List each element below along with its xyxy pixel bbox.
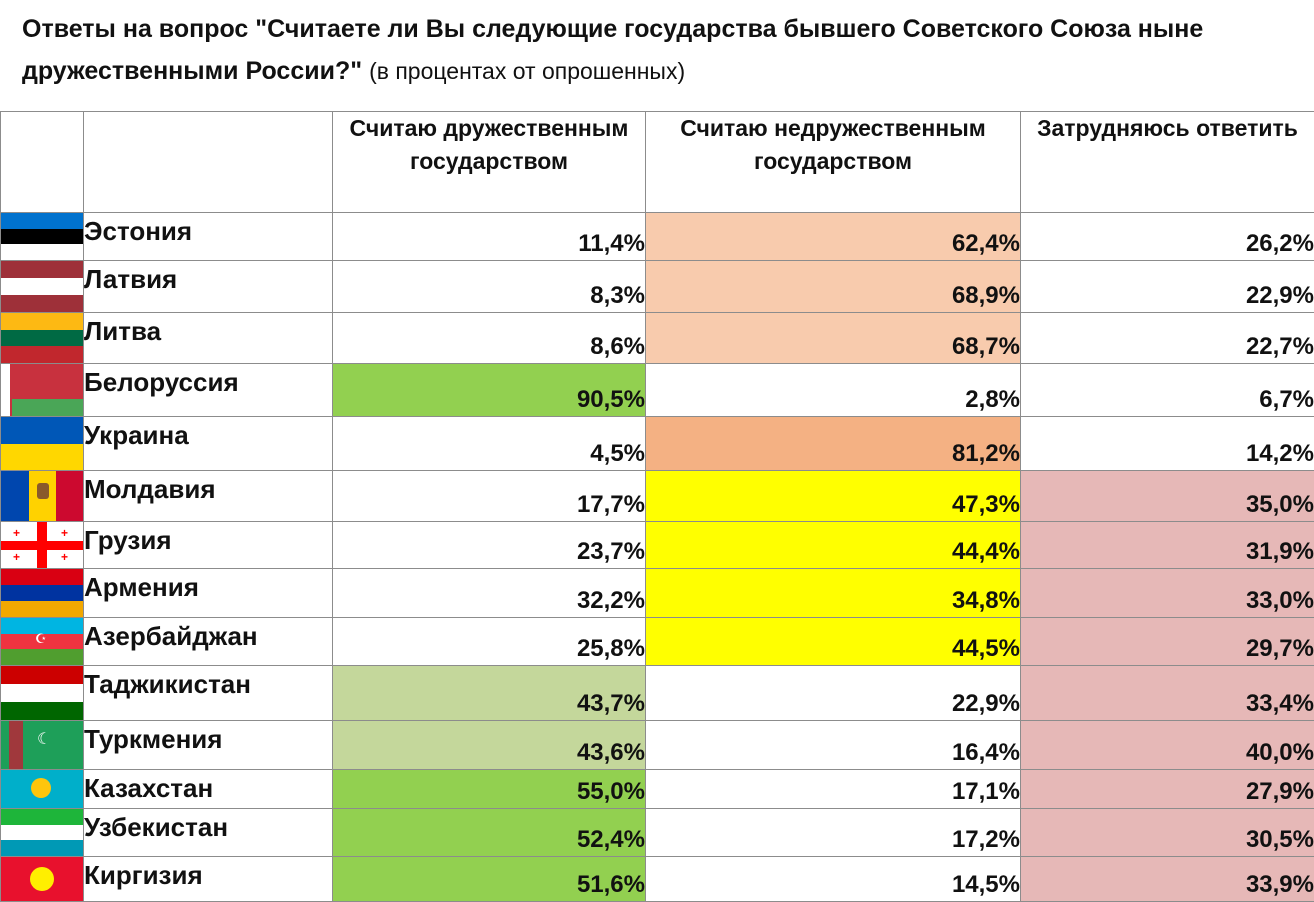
- value-unfriendly: 81,2%: [646, 417, 1021, 471]
- page-title: Ответы на вопрос "Считаете ли Вы следующ…: [22, 8, 1302, 92]
- azerbaijan-flag-icon: ☪: [1, 618, 84, 666]
- value-friendly: 17,7%: [333, 471, 646, 522]
- value-friendly: 23,7%: [333, 522, 646, 569]
- country-name: Таджикистан: [84, 666, 333, 721]
- header-flag-cell: [1, 112, 84, 213]
- value-friendly: 8,6%: [333, 313, 646, 364]
- title-subtitle: (в процентах от опрошенных): [369, 58, 685, 84]
- value-unfriendly: 34,8%: [646, 569, 1021, 618]
- value-friendly: 90,5%: [333, 364, 646, 417]
- value-unfriendly: 62,4%: [646, 213, 1021, 261]
- header-unsure: Затрудняюсь ответить: [1021, 112, 1314, 213]
- value-unsure: 33,0%: [1021, 569, 1314, 618]
- header-unfriendly: Считаю недружественным государством: [646, 112, 1021, 213]
- value-unfriendly: 22,9%: [646, 666, 1021, 721]
- country-name: Киргизия: [84, 857, 333, 902]
- country-name: Казахстан: [84, 770, 333, 809]
- value-friendly: 32,2%: [333, 569, 646, 618]
- value-friendly: 55,0%: [333, 770, 646, 809]
- country-name: Грузия: [84, 522, 333, 569]
- country-name: Эстония: [84, 213, 333, 261]
- value-unsure: 22,7%: [1021, 313, 1314, 364]
- value-unsure: 33,9%: [1021, 857, 1314, 902]
- header-country-cell: [84, 112, 333, 213]
- value-unfriendly: 16,4%: [646, 721, 1021, 770]
- header-friendly: Считаю дружественным государством: [333, 112, 646, 213]
- value-unsure: 6,7%: [1021, 364, 1314, 417]
- turkmenistan-flag-icon: ☾: [1, 721, 84, 770]
- uzbekistan-flag-icon: [1, 809, 84, 857]
- value-unfriendly: 17,1%: [646, 770, 1021, 809]
- value-unfriendly: 14,5%: [646, 857, 1021, 902]
- value-unfriendly: 44,5%: [646, 618, 1021, 666]
- value-unfriendly: 47,3%: [646, 471, 1021, 522]
- value-unsure: 29,7%: [1021, 618, 1314, 666]
- country-name: Туркмения: [84, 721, 333, 770]
- value-unsure: 14,2%: [1021, 417, 1314, 471]
- value-unsure: 30,5%: [1021, 809, 1314, 857]
- tajikistan-flag-icon: [1, 666, 84, 721]
- value-friendly: 25,8%: [333, 618, 646, 666]
- belarus-flag-icon: [1, 364, 84, 417]
- value-unfriendly: 68,7%: [646, 313, 1021, 364]
- value-unsure: 40,0%: [1021, 721, 1314, 770]
- value-friendly: 8,3%: [333, 261, 646, 313]
- value-unfriendly: 2,8%: [646, 364, 1021, 417]
- value-unsure: 27,9%: [1021, 770, 1314, 809]
- country-name: Азербайджан: [84, 618, 333, 666]
- country-name: Молдавия: [84, 471, 333, 522]
- armenia-flag-icon: [1, 569, 84, 618]
- country-name: Украина: [84, 417, 333, 471]
- kyrgyzstan-flag-icon: [1, 857, 84, 902]
- value-unsure: 33,4%: [1021, 666, 1314, 721]
- value-unsure: 22,9%: [1021, 261, 1314, 313]
- value-unsure: 35,0%: [1021, 471, 1314, 522]
- latvia-flag-icon: [1, 261, 84, 313]
- value-friendly: 43,7%: [333, 666, 646, 721]
- moldova-flag-icon: [1, 471, 84, 522]
- country-name: Армения: [84, 569, 333, 618]
- value-unfriendly: 44,4%: [646, 522, 1021, 569]
- value-friendly: 51,6%: [333, 857, 646, 902]
- value-friendly: 11,4%: [333, 213, 646, 261]
- value-unfriendly: 68,9%: [646, 261, 1021, 313]
- value-unfriendly: 17,2%: [646, 809, 1021, 857]
- country-name: Латвия: [84, 261, 333, 313]
- country-name: Литва: [84, 313, 333, 364]
- kazakhstan-flag-icon: [1, 770, 84, 809]
- country-name: Белоруссия: [84, 364, 333, 417]
- value-friendly: 52,4%: [333, 809, 646, 857]
- estonia-flag-icon: [1, 213, 84, 261]
- value-friendly: 4,5%: [333, 417, 646, 471]
- header-row: Считаю дружественным государством Считаю…: [1, 112, 1314, 213]
- value-friendly: 43,6%: [333, 721, 646, 770]
- survey-table: Считаю дружественным государством Считаю…: [0, 111, 1314, 902]
- value-unsure: 26,2%: [1021, 213, 1314, 261]
- ukraine-flag-icon: [1, 417, 84, 471]
- georgia-flag-icon: ++++: [1, 522, 84, 569]
- lithuania-flag-icon: [1, 313, 84, 364]
- country-name: Узбекистан: [84, 809, 333, 857]
- value-unsure: 31,9%: [1021, 522, 1314, 569]
